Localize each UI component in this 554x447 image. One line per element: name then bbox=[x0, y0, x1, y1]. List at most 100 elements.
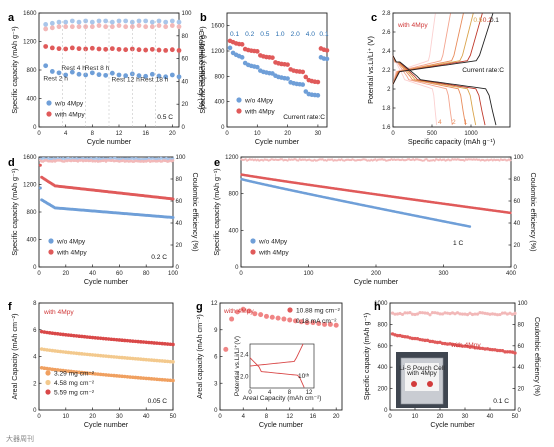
y-tick-label: 0 bbox=[214, 408, 218, 414]
data-point bbox=[77, 351, 81, 356]
data-point bbox=[55, 332, 60, 336]
ce-point bbox=[455, 311, 460, 315]
data-point bbox=[463, 344, 467, 348]
y-tick-label: 1200 bbox=[23, 40, 37, 46]
data-point bbox=[125, 374, 130, 379]
y-tick-label: 0 bbox=[33, 408, 37, 414]
x-tick-label: 40 bbox=[89, 271, 96, 277]
y2-tick-label: 20 bbox=[182, 102, 189, 108]
y2-tick-label: 60 bbox=[514, 199, 521, 205]
data-point bbox=[120, 338, 124, 343]
data-point bbox=[460, 344, 465, 348]
y-tick-label: 400 bbox=[26, 238, 37, 244]
data-point bbox=[64, 350, 68, 354]
data-point bbox=[43, 63, 49, 69]
y-tick-label: 0 bbox=[384, 408, 388, 414]
y2-axis-label: Coulombic efficiency (%) bbox=[533, 317, 542, 396]
data-point bbox=[38, 163, 42, 167]
y-tick-label: 400 bbox=[26, 97, 37, 103]
data-point bbox=[42, 330, 47, 334]
data-point bbox=[63, 72, 69, 78]
x-tick-label: 0 bbox=[37, 271, 41, 277]
data-point bbox=[116, 72, 122, 78]
data-point bbox=[275, 315, 281, 321]
y-tick-label: 0 bbox=[221, 125, 225, 131]
data-point bbox=[133, 339, 138, 344]
y2-tick-label: 40 bbox=[176, 221, 183, 227]
panel-label: a bbox=[8, 12, 15, 24]
data-point bbox=[112, 355, 116, 359]
data-point bbox=[136, 23, 142, 28]
data-point bbox=[503, 350, 507, 354]
rate-label-top: 0.5 bbox=[473, 17, 482, 24]
data-point bbox=[98, 372, 103, 377]
ce-point bbox=[443, 311, 447, 315]
x-tick-label: 30 bbox=[462, 414, 469, 420]
data-point bbox=[163, 359, 167, 364]
ce-point bbox=[510, 312, 515, 316]
data-point bbox=[89, 45, 95, 51]
data-point bbox=[168, 378, 173, 383]
rest-label: Rest 4 h bbox=[61, 65, 86, 72]
y-tick-label: 400 bbox=[214, 100, 225, 106]
x-axis-label: Cycle number bbox=[354, 277, 399, 286]
data-point bbox=[125, 356, 130, 360]
legend-label: with 4Mpy bbox=[258, 249, 289, 256]
data-point bbox=[316, 321, 322, 327]
x-tick-label: 0 bbox=[218, 414, 222, 420]
data-point bbox=[69, 333, 73, 338]
data-point bbox=[85, 335, 90, 339]
inset-y-tick-label: 2.4 bbox=[240, 353, 249, 359]
data-point bbox=[475, 346, 480, 350]
data-point bbox=[152, 358, 157, 363]
data-point bbox=[315, 93, 321, 98]
data-point bbox=[74, 334, 79, 338]
watermark-text: 大器周刊 bbox=[6, 434, 34, 443]
data-point bbox=[333, 322, 339, 328]
legend-marker bbox=[45, 370, 51, 376]
data-point bbox=[63, 19, 69, 25]
data-point bbox=[285, 76, 290, 81]
y-tick-label: 800 bbox=[214, 74, 225, 80]
data-point bbox=[49, 20, 55, 26]
y2-tick-label: 0 bbox=[182, 125, 186, 131]
data-point bbox=[239, 42, 245, 47]
ce-point bbox=[473, 312, 477, 316]
data-point bbox=[322, 321, 328, 327]
data-point bbox=[169, 47, 175, 53]
data-point bbox=[141, 340, 146, 344]
data-point bbox=[229, 316, 235, 322]
data-point bbox=[76, 46, 82, 52]
data-point bbox=[88, 335, 92, 340]
y-tick-label: 8 bbox=[33, 301, 37, 307]
data-point bbox=[58, 332, 63, 336]
y-tick-label: 600 bbox=[377, 344, 388, 350]
data-point bbox=[117, 355, 122, 360]
legend-marker bbox=[287, 307, 293, 313]
legend-marker bbox=[250, 238, 256, 244]
data-point bbox=[109, 70, 115, 76]
data-point bbox=[163, 378, 167, 382]
data-point bbox=[450, 342, 455, 346]
data-point bbox=[163, 24, 169, 30]
y-axis-label: Potential vs.Li/Li⁺ (V) bbox=[366, 36, 375, 104]
x-tick-label: 8 bbox=[265, 414, 269, 420]
rate-label: 0.5 C bbox=[157, 114, 173, 121]
data-point bbox=[56, 24, 62, 30]
x-tick-label: 100 bbox=[303, 271, 314, 277]
data-point bbox=[395, 333, 400, 338]
data-point bbox=[45, 366, 49, 371]
x-tick-label: 500 bbox=[427, 131, 438, 137]
data-point bbox=[171, 216, 175, 219]
data-point bbox=[117, 374, 122, 378]
legend-marker bbox=[46, 100, 52, 106]
data-point bbox=[61, 332, 65, 337]
y2-tick-label: 40 bbox=[182, 79, 189, 85]
x-tick-label: 400 bbox=[506, 271, 517, 277]
ce-point bbox=[410, 312, 415, 316]
data-point bbox=[76, 71, 82, 77]
data-point bbox=[109, 46, 115, 52]
data-point bbox=[50, 348, 55, 353]
data-point bbox=[488, 347, 492, 352]
